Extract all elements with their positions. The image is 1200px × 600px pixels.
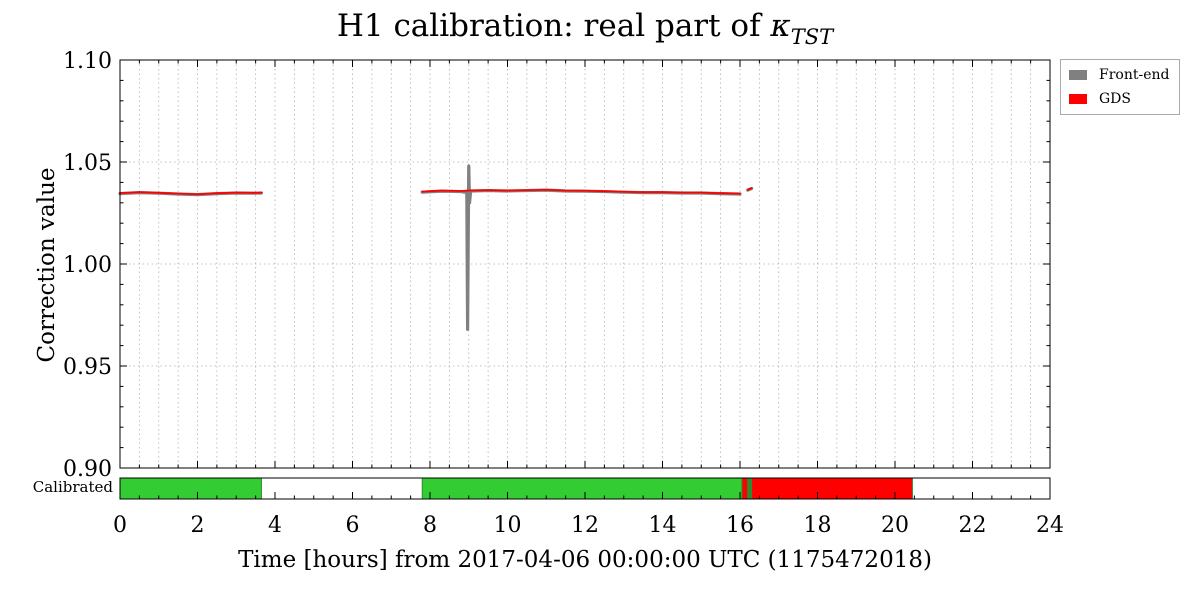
status-bar-label: Calibrated xyxy=(32,478,113,496)
x-tick-label: 20 xyxy=(881,513,909,538)
legend: Front-end GDS xyxy=(1060,59,1180,115)
chart-title-text: H1 calibration: real part of xyxy=(336,8,771,44)
series-layer xyxy=(118,164,754,331)
status-segment-bad xyxy=(751,478,913,499)
x-tick-label: 18 xyxy=(804,513,832,538)
series-line xyxy=(421,188,741,195)
status-segment-good xyxy=(120,478,262,499)
y-tick-label: 0.90 xyxy=(63,457,112,482)
grid-lines xyxy=(120,60,1050,468)
x-tick-label: 6 xyxy=(346,513,360,538)
y-tick-label: 1.10 xyxy=(63,49,112,74)
legend-swatch-gds xyxy=(1069,94,1087,104)
y-axis-label: Correction value xyxy=(34,167,60,363)
x-axis-label: Time [hours] from 2017-04-06 00:00:00 UT… xyxy=(238,547,932,573)
series-gds xyxy=(119,187,753,196)
y-tick-label: 1.00 xyxy=(63,253,112,278)
y-tick-label: 0.95 xyxy=(63,355,112,380)
chart-title: H1 calibration: real part of κTST xyxy=(120,8,1050,49)
chart-title-symbol: κ xyxy=(770,8,791,44)
series-line xyxy=(746,187,753,191)
status-bar xyxy=(119,478,913,499)
legend-label-gds: GDS xyxy=(1099,91,1131,107)
x-tick-label: 8 xyxy=(423,513,437,538)
x-tick-label: 0 xyxy=(113,513,127,538)
x-tick-label: 22 xyxy=(959,513,987,538)
x-tick-label: 24 xyxy=(1036,513,1064,538)
x-tick-label: 16 xyxy=(726,513,754,538)
legend-label-front-end: Front-end xyxy=(1099,67,1170,83)
x-tick-label: 10 xyxy=(494,513,522,538)
status-segment-edge xyxy=(747,478,752,499)
status-segment-good xyxy=(422,478,742,499)
x-tick-label: 12 xyxy=(571,513,599,538)
x-tick-label: 2 xyxy=(191,513,205,538)
legend-entry-gds: GDS xyxy=(1069,90,1131,108)
y-axis-ticks: 0.90 0.95 1.00 1.05 1.10 xyxy=(63,49,1050,482)
x-tick-label: 4 xyxy=(268,513,282,538)
series-line xyxy=(119,191,263,196)
legend-entry-front-end: Front-end xyxy=(1069,66,1169,84)
chart-title-subscript: TST xyxy=(790,25,834,49)
y-tick-label: 1.05 xyxy=(63,151,112,176)
x-axis-ticks: 0 2 4 6 8 10 12 14 16 18 20 22 24 xyxy=(113,60,1064,538)
status-segment-bad xyxy=(741,478,748,499)
legend-swatch-front-end xyxy=(1069,70,1087,80)
x-tick-label: 14 xyxy=(649,513,677,538)
